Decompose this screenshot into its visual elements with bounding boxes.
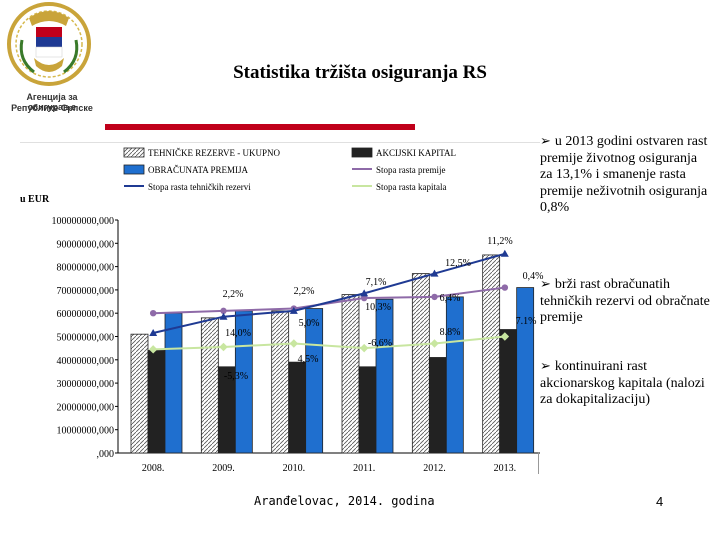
bullet-1: ➢ u 2013 godini ostvaren rast premije živ… — [540, 133, 712, 217]
legend-swatch — [123, 147, 145, 158]
line-point — [149, 329, 158, 337]
bar-tehnicke-rezerve — [130, 333, 149, 454]
data-label: 5,0% — [299, 318, 320, 329]
arrow-bullet-icon: ➢ — [540, 276, 551, 291]
data-label: 10,3% — [365, 302, 391, 313]
line-point — [360, 294, 368, 302]
chart-edge-line — [538, 452, 539, 474]
x-tick-label: 2010. — [283, 463, 306, 474]
insurance-market-chart: 100000000,000 90000000,000 80000000,000 700… — [20, 147, 544, 474]
y-tick-label: 70000000,000 — [57, 286, 115, 297]
line-point — [360, 289, 369, 297]
line-point — [500, 332, 510, 341]
line-point — [430, 269, 439, 277]
unit-label: u EUR — [20, 194, 50, 205]
bar-akcijski-kapital — [147, 350, 166, 454]
y-tick-label: 90000000,000 — [57, 239, 115, 250]
title-underline-bar — [105, 124, 415, 130]
y-tick-label: 30000000,000 — [57, 379, 115, 390]
bar-tehnicke-rezerve — [271, 310, 290, 454]
data-label: 6,4% — [440, 293, 461, 304]
line-point — [500, 249, 509, 257]
bar-obracunata-premija — [516, 287, 535, 454]
y-tick-label: 50000000,000 — [57, 333, 115, 344]
bar-akcijski-kapital — [428, 357, 447, 454]
x-tick-label: 2012. — [423, 463, 446, 474]
y-tick-label: ,000 — [97, 449, 115, 460]
data-label: -6,6% — [368, 338, 392, 349]
logo-caption-line1: Агенција за осигурање — [26, 92, 78, 112]
bar-tehnicke-rezerve — [341, 294, 360, 454]
y-tick-label: 10000000,000 — [57, 426, 115, 437]
bar-obracunata-premija — [445, 296, 464, 454]
bar-akcijski-kapital — [499, 329, 518, 454]
bar-akcijski-kapital — [358, 366, 377, 454]
agency-logo: Агенција за осигурање Републике Српске — [4, 0, 94, 116]
line-point — [430, 339, 439, 348]
line-point — [289, 306, 298, 314]
legend-label: Stopa rasta premije — [376, 165, 445, 175]
logo-caption-line2: Републике Српске — [11, 103, 93, 113]
bar-tehnicke-rezerve — [200, 317, 219, 454]
data-label: 7.1% — [516, 316, 537, 327]
data-label: 2,2% — [294, 286, 315, 297]
line-point — [431, 293, 438, 301]
legend-label: OBRAČUNATA PREMIJA — [148, 165, 249, 175]
data-label: 11,2% — [487, 236, 512, 247]
data-label: 2,2% — [223, 289, 244, 300]
divider — [20, 142, 540, 143]
legend-swatch — [123, 164, 145, 175]
bar-obracunata-premija — [375, 298, 394, 454]
line-point — [501, 284, 509, 291]
line-0 — [153, 286, 505, 315]
legend-swatch — [351, 147, 373, 158]
line-point — [149, 310, 157, 317]
x-tick-label: 2008. — [142, 463, 165, 474]
legend-label: Stopa rasta tehničkih rezervi — [148, 182, 251, 192]
line-point — [148, 345, 158, 354]
bullet-3: ➢ kontinuirani rast akcionarskog kapitala… — [540, 358, 712, 409]
line-point — [219, 312, 228, 320]
arrow-bullet-icon: ➢ — [540, 358, 551, 373]
line-point — [289, 339, 299, 348]
data-label: -5,3% — [224, 371, 248, 382]
arrow-bullet-icon: ➢ — [540, 133, 551, 148]
bar-akcijski-kapital — [288, 361, 307, 454]
y-tick-label: 80000000,000 — [57, 263, 115, 274]
bullet-3-text: kontinuirani rast akcionarskog kapitala … — [540, 359, 705, 407]
x-tick-label: 2013. — [494, 463, 517, 474]
page-number: 4 — [656, 494, 664, 509]
bullet-2: ➢ brži rast obračunatih tehničkih rezervi… — [540, 276, 712, 327]
y-tick-label: 20000000,000 — [57, 402, 115, 413]
y-tick-label: 60000000,000 — [57, 309, 115, 320]
x-tick-label: 2009. — [212, 463, 235, 474]
data-label: 8.8% — [440, 327, 461, 338]
bar-tehnicke-rezerve — [411, 273, 430, 454]
data-label: 0,4% — [523, 271, 544, 282]
x-tick-label: 2011. — [353, 463, 375, 474]
y-tick-label: 40000000,000 — [57, 356, 115, 367]
line-point — [219, 342, 228, 352]
legend-label: TEHNIČKE REZERVE - UKUPNO — [148, 148, 281, 158]
footer-place: Aranđelovac, 2014. godina — [254, 494, 435, 508]
bar-obracunata-premija — [164, 312, 183, 454]
line-2 — [153, 335, 505, 351]
legend-label: Stopa rasta kapitala — [376, 182, 446, 192]
legend-label: AKCIJSKI KAPITAL — [376, 148, 456, 158]
y-tick-label: 100000000,000 — [52, 216, 115, 227]
data-label: 12,5% — [445, 258, 471, 269]
data-label: 7,1% — [366, 277, 387, 288]
page-title: Statistika tržišta osiguranja RS — [233, 62, 487, 83]
bar-obracunata-premija — [305, 308, 324, 454]
data-label: 4,5% — [298, 354, 319, 365]
line-point — [220, 307, 227, 315]
line-1 — [152, 252, 506, 334]
bar-tehnicke-rezerve — [482, 254, 501, 454]
data-label: 14,0% — [225, 328, 251, 339]
line-point — [359, 343, 369, 353]
bullet-2-text: brži rast obračunatih tehničkih rezervi … — [540, 277, 710, 325]
bullet-1-text: u 2013 godini ostvaren rast premije živo… — [540, 134, 708, 215]
coat-of-arms-icon — [7, 2, 91, 86]
